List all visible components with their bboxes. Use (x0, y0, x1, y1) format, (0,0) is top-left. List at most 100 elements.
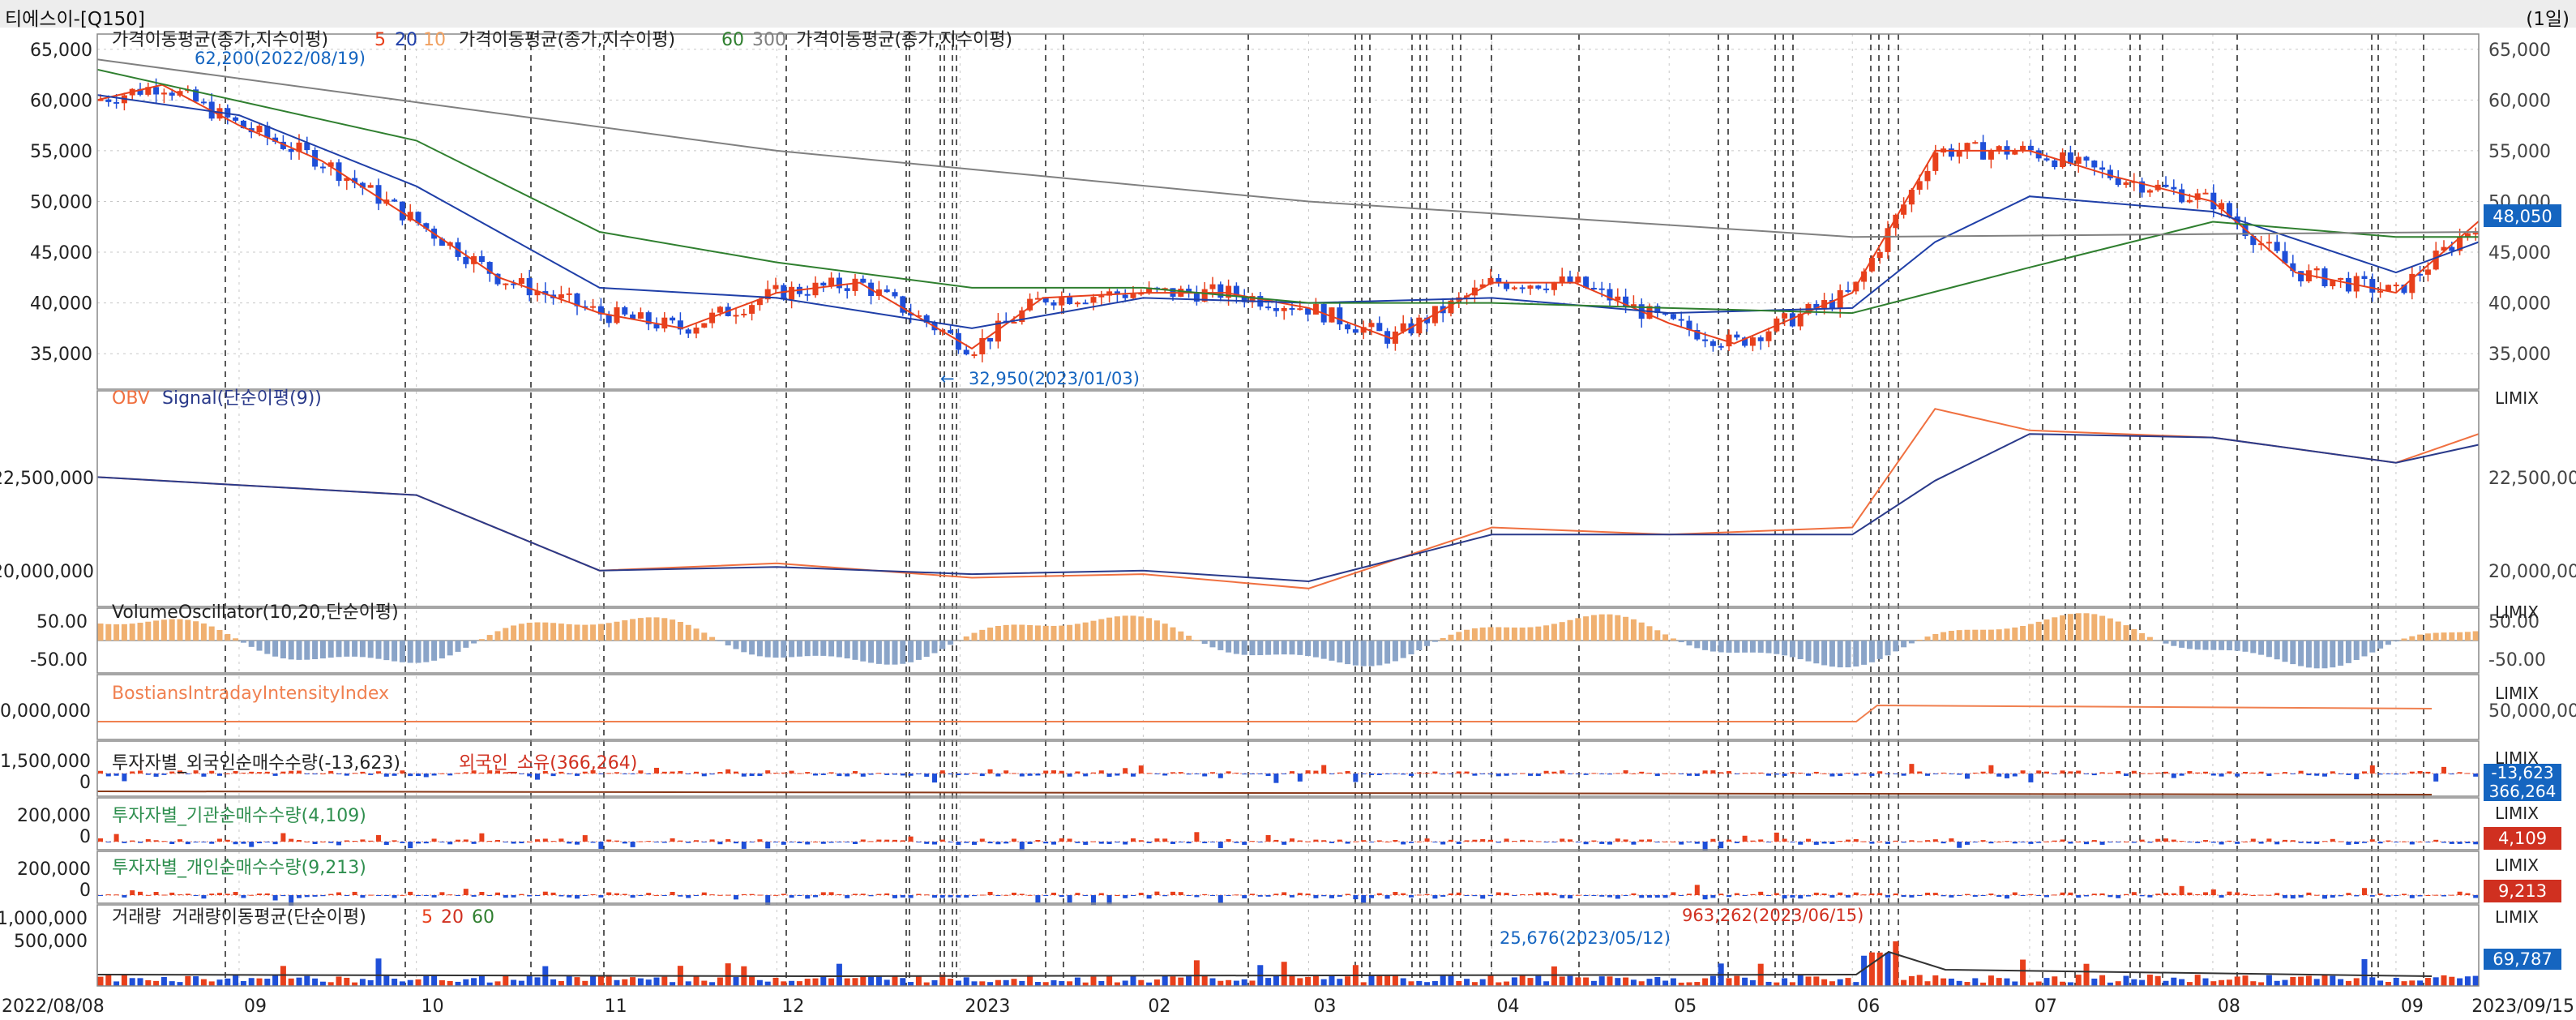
volume-bar (392, 979, 398, 986)
stock-chart[interactable]: 가격이동평균(종가,지수이평) 5 20 10 가격이동평균(종가,지수이평) … (0, 28, 2576, 1020)
obv-rtick-2: 20,000,000 (2488, 562, 2576, 582)
vo-bar (193, 621, 199, 641)
volume-bar (1575, 977, 1581, 986)
vo-corner-controls[interactable]: LIMIX (2495, 602, 2539, 622)
inst-bar (1290, 838, 1294, 842)
candle-body (1209, 284, 1216, 289)
inst-bar (1957, 842, 1962, 848)
obv-corner-controls[interactable]: LIMIX (2495, 388, 2539, 408)
volume-bar (200, 979, 207, 986)
volume-bar (1559, 976, 1565, 986)
vo-bar (614, 621, 620, 641)
vo-bar (1162, 624, 1168, 641)
indiv-bar (1853, 892, 1859, 895)
inst-bar (2052, 840, 2057, 842)
vo-bar (1543, 625, 1550, 641)
inst-bar (606, 839, 612, 842)
foreign-corner-controls[interactable]: LIMIX (2495, 748, 2539, 768)
ma-line-1 (96, 94, 2480, 329)
inst-bar (1980, 840, 1986, 842)
candle-body (2464, 233, 2471, 238)
inst-bar (2274, 842, 2280, 845)
volume-bar (344, 977, 350, 986)
foreign-bar (1782, 774, 1787, 777)
candle-body (2433, 251, 2439, 270)
foreign-bar (2369, 765, 2375, 774)
candle-body (1051, 302, 1057, 306)
bii-corner-controls[interactable]: LIMIX (2495, 684, 2539, 703)
volume-bar (2186, 982, 2193, 986)
volume-bar (860, 975, 867, 986)
volume-bar (288, 978, 294, 986)
vo-bar (319, 641, 326, 659)
candle-body (233, 117, 239, 121)
volume-bar (1670, 978, 1676, 986)
period-label[interactable]: (1일) (2526, 9, 2570, 30)
vo-bar (1249, 641, 1256, 656)
candle-body (2210, 192, 2217, 210)
vo-bar (1281, 641, 1287, 655)
inst-bar (932, 842, 937, 845)
indiv-bar (1393, 892, 1398, 895)
foreign-bar (1170, 772, 1175, 774)
vo-bar (455, 641, 461, 652)
panel-frame (96, 797, 2480, 851)
inst-bar (479, 833, 485, 842)
inst-bar (1512, 841, 1517, 842)
indiv-corner-controls[interactable]: LIMIX (2495, 855, 2539, 875)
candle-body (1027, 298, 1033, 311)
volume-bar (1201, 975, 1208, 986)
indiv-bar (122, 895, 127, 898)
inst-bar (2473, 842, 2479, 845)
bii-rtick-1: 50,000,000 (2488, 701, 2576, 722)
foreign-bar (1083, 774, 1089, 777)
vo-bar (939, 641, 946, 649)
foreign-bar (383, 774, 389, 777)
inst-ytick-2: 0 (79, 827, 91, 847)
foreign-bar (1853, 774, 1859, 776)
foreign-bar (1980, 771, 1986, 774)
indiv-ytick-2: 0 (79, 881, 91, 901)
indiv-bar (257, 894, 262, 895)
volume-bar (2353, 978, 2360, 986)
inst-corner-controls[interactable]: LIMIX (2495, 804, 2539, 823)
volume-bar (471, 978, 477, 986)
volume-corner-controls[interactable]: LIMIX (2495, 907, 2539, 927)
indiv-bar (193, 895, 199, 896)
candle-body (1360, 327, 1367, 333)
indiv-bar (1813, 892, 1819, 895)
foreign-bar (233, 770, 238, 774)
indiv-bar (98, 895, 103, 896)
volume-bar (1431, 981, 1438, 986)
volume-bar (836, 963, 842, 986)
indiv-bar (853, 894, 858, 895)
price-ytick: 55,000 (30, 142, 92, 162)
vo-bar (2163, 641, 2169, 644)
inst-bar (860, 839, 866, 842)
foreign-bar (1098, 770, 1104, 774)
price-rtick: 35,000 (2488, 345, 2551, 365)
volume-ytick-1: 1,000,000 (0, 909, 88, 929)
foreign-bar (352, 773, 357, 774)
vo-bar (2179, 641, 2185, 648)
inst-bar (853, 842, 858, 845)
indiv-bar (1679, 895, 1684, 897)
indiv-bar (320, 895, 326, 897)
vo-bar (597, 624, 604, 641)
volume-bar (511, 979, 517, 986)
inst-bar (2290, 840, 2296, 842)
vo-bar (1114, 616, 1120, 641)
volume-bar (359, 979, 366, 986)
foreign-bar (2314, 774, 2320, 776)
vo-bar (963, 636, 969, 641)
candle-body (875, 289, 882, 296)
foreign-bar (1957, 774, 1962, 775)
volume-bar (1226, 979, 1232, 986)
inst-bar (1480, 838, 1486, 842)
foreign-bar (757, 774, 763, 777)
vo-bar (216, 629, 223, 641)
inst-bar (2433, 839, 2439, 842)
title-bar: 티에스이-[Q150] (1일) (0, 0, 2576, 30)
inst-bar (1170, 842, 1175, 844)
foreign-bar (2235, 774, 2240, 777)
